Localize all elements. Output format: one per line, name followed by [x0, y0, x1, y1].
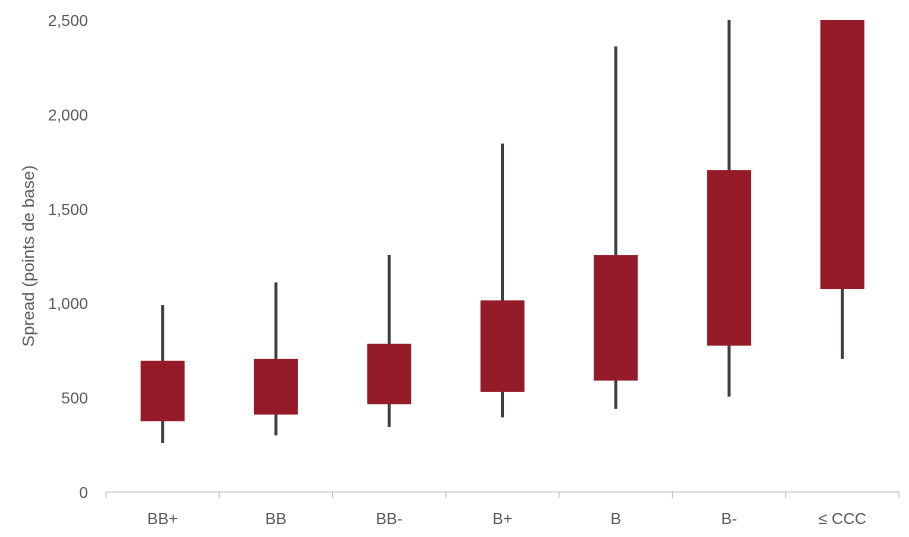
y-axis-title: Spread (points de base): [19, 165, 38, 346]
x-tick-label: B+: [492, 511, 512, 528]
x-tick-label: B: [610, 511, 621, 528]
x-tick-label: BB: [265, 511, 286, 528]
box-7: [820, 20, 865, 290]
y-tick-label: 0: [79, 485, 88, 502]
x-tick-label: BB-: [376, 511, 403, 528]
x-tick-label: B-: [721, 511, 737, 528]
y-tick-label: 2,500: [48, 13, 88, 30]
box-2: [253, 358, 298, 415]
box-3: [367, 343, 412, 405]
box-5: [593, 255, 638, 381]
x-tick-label: ≤ CCC: [818, 511, 866, 528]
x-tick-label: BB+: [147, 511, 178, 528]
box-6: [707, 170, 752, 346]
y-tick-label: 2,000: [48, 107, 88, 124]
box-series: [140, 20, 865, 443]
box-1: [140, 360, 185, 422]
y-tick-label: 1,500: [48, 202, 88, 219]
y-tick-label: 1,000: [48, 296, 88, 313]
y-tick-label: 500: [61, 391, 88, 408]
x-axis-ticks: BB+ BB BB- B+ B B- ≤ CCC: [105, 492, 900, 528]
y-axis-ticks: 0 500 1,000 1,500 2,000 2,500: [48, 13, 88, 502]
box-4: [480, 300, 525, 392]
